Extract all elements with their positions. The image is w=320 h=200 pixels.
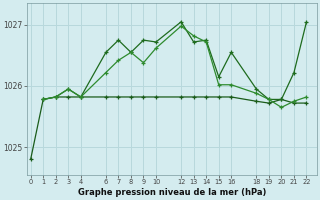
X-axis label: Graphe pression niveau de la mer (hPa): Graphe pression niveau de la mer (hPa) [77,188,266,197]
